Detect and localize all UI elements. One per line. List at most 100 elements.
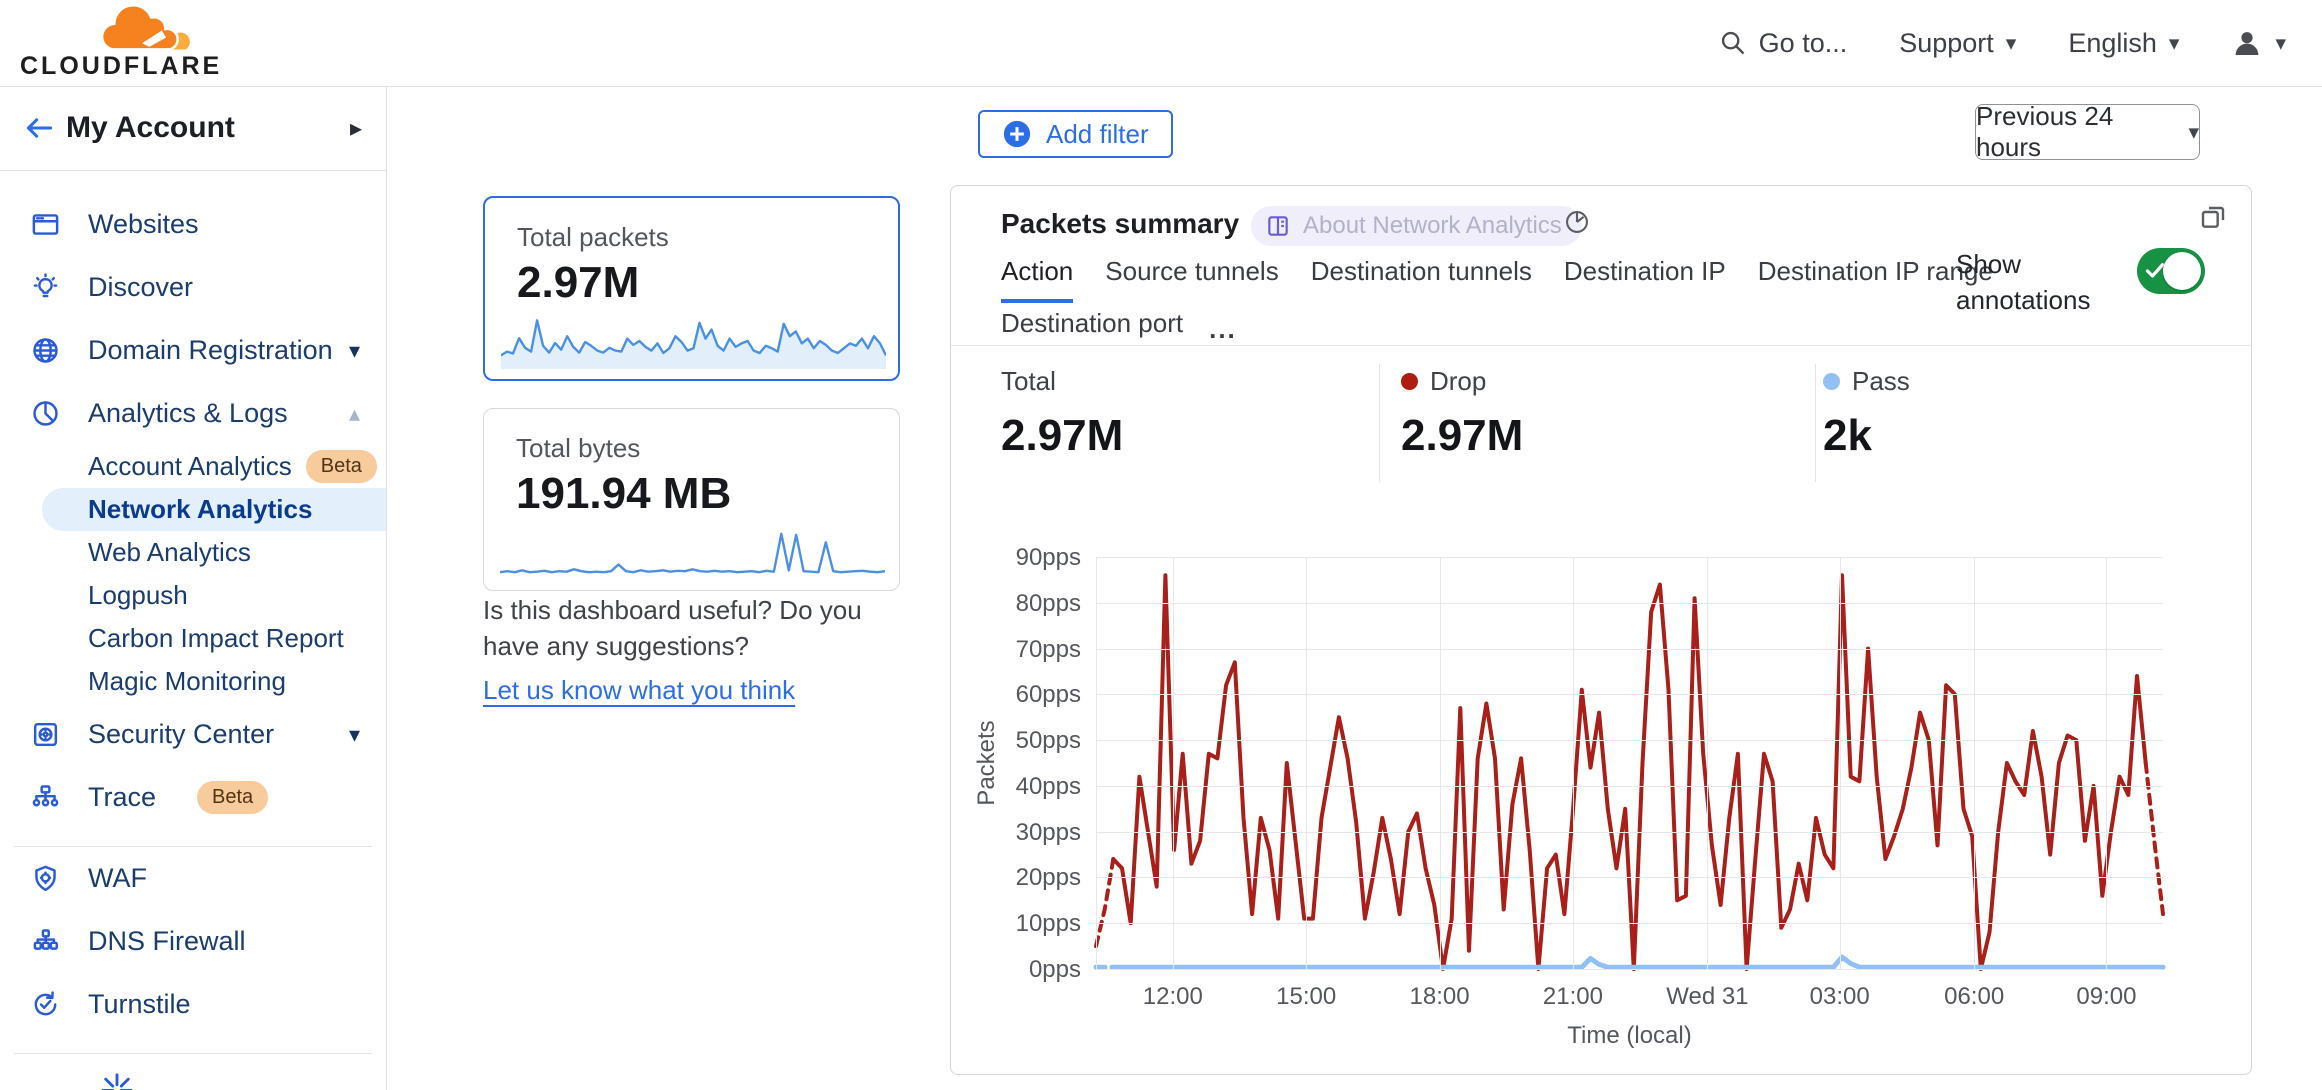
tab-destination-ip-range[interactable]: Destination IP range xyxy=(1757,256,1993,286)
sidebar-item-label: Security Center xyxy=(88,719,275,749)
back-arrow-icon[interactable] xyxy=(22,114,56,142)
gridline xyxy=(1172,557,1174,969)
tab-destination-ip[interactable]: Destination IP xyxy=(1563,256,1726,286)
gridline xyxy=(1306,557,1308,969)
sidebar-subitem-label: Logpush xyxy=(88,580,188,610)
gridline xyxy=(1096,740,2163,742)
sidebar-item-websites[interactable]: Websites xyxy=(0,193,386,256)
total-packets-card[interactable]: Total packets 2.97M xyxy=(483,196,900,381)
sidebar-item-label: DNS Firewall xyxy=(88,926,246,956)
feedback-link[interactable]: Let us know what you think xyxy=(483,675,796,705)
sidebar-item-logpush[interactable]: Logpush xyxy=(0,574,386,617)
y-tick-label: 70pps xyxy=(1015,635,1081,663)
gridline xyxy=(1974,557,1976,969)
x-tick-label: 09:00 xyxy=(2076,983,2137,1010)
x-tick-label: 03:00 xyxy=(1809,983,1870,1010)
sidebar-item-label: Analytics & Logs xyxy=(88,398,288,428)
time-range-dropdown[interactable]: Previous 24 hours ▾ xyxy=(1975,101,2200,162)
time-pie-icon[interactable] xyxy=(1563,208,1591,236)
support-label: Support xyxy=(1899,27,1994,58)
card-title: Total packets xyxy=(517,222,669,252)
total-value: 2.97M xyxy=(1001,411,1124,460)
series-drop xyxy=(1094,857,1116,949)
sidebar-item-trace[interactable]: Trace Beta xyxy=(0,766,386,829)
legend-dot-drop xyxy=(1401,373,1418,390)
sidebar-item-dns-firewall[interactable]: DNS Firewall xyxy=(0,910,386,973)
sidebar-item-waf[interactable]: WAF xyxy=(0,847,386,910)
about-network-analytics-badge[interactable]: About Network Analytics xyxy=(1251,206,1582,246)
gridline xyxy=(1096,923,2163,925)
sidebar-item-analytics-logs[interactable]: Analytics & Logs ▴ xyxy=(0,382,386,445)
feedback-block: Is this dashboard useful? Do you have an… xyxy=(483,592,900,708)
y-tick-label: 40pps xyxy=(1015,772,1081,800)
sidebar-item-magic-monitoring[interactable]: Magic Monitoring xyxy=(0,660,386,703)
chevron-down-icon[interactable]: ▾ xyxy=(348,337,360,363)
account-menu[interactable]: ▾ xyxy=(2231,27,2286,59)
goto-label: Go to... xyxy=(1758,27,1848,58)
support-menu[interactable]: Support ▾ xyxy=(1899,28,2016,59)
chevron-up-icon[interactable]: ▴ xyxy=(348,400,360,426)
sidebar-item-discover[interactable]: Discover xyxy=(0,256,386,319)
chevron-right-icon[interactable]: ▸ xyxy=(349,114,362,142)
x-tick-label: 18:00 xyxy=(1409,983,1470,1010)
account-title: My Account xyxy=(66,111,235,144)
totals-row: Total 2.97M Drop 2.97M Pass 2k xyxy=(951,356,2251,491)
expand-copy-icon[interactable] xyxy=(2197,200,2229,232)
divider xyxy=(951,345,2251,346)
cloudflare-logo[interactable]: CLOUDFLARE xyxy=(20,4,219,82)
gridline xyxy=(1096,831,2163,833)
packets-line-chart[interactable] xyxy=(1093,557,2166,971)
tab-action[interactable]: Action xyxy=(1001,256,1074,303)
sidebar: My Account ▸ Websites Discover Domain Regi… xyxy=(0,86,387,1090)
sidebar-item-security-center[interactable]: Security Center ▾ xyxy=(0,703,386,766)
tab-destination-tunnels[interactable]: Destination tunnels xyxy=(1310,256,1532,286)
legend-dot-pass xyxy=(1823,373,1840,390)
feedback-question: Is this dashboard useful? Do you have an… xyxy=(483,595,862,661)
total-value: 2k xyxy=(1823,411,1872,460)
total-value: 2.97M xyxy=(1401,411,1524,460)
more-tabs-button[interactable]: ... xyxy=(1209,314,1237,344)
add-filter-label: Add filter xyxy=(1046,118,1149,149)
beta-badge: Beta xyxy=(197,781,269,814)
panel-title: Packets summary xyxy=(1001,208,1240,239)
card-title: Total bytes xyxy=(516,433,641,463)
goto-search[interactable]: Go to... xyxy=(1719,27,1848,59)
total-col-drop: Drop 2.97M xyxy=(1401,366,1761,461)
sidebar-item-turnstile[interactable]: Turnstile xyxy=(0,973,386,1036)
sidebar-submenu: Account Analytics Beta Network Analytics We… xyxy=(0,445,386,703)
series-drop xyxy=(2143,761,2165,917)
sidebar-item-web-analytics[interactable]: Web Analytics xyxy=(0,531,386,574)
sidebar-item-network-analytics[interactable]: Network Analytics xyxy=(42,488,386,531)
total-label: Pass xyxy=(1852,366,1910,396)
main-content: Add filter Previous 24 hours ▾ Packets s… xyxy=(948,86,2322,1090)
add-filter-button[interactable]: Add filter xyxy=(978,110,1173,158)
total-bytes-card[interactable]: Total bytes 191.94 MB xyxy=(483,408,900,591)
total-label-row: Pass xyxy=(1823,366,2183,397)
brand-text: CLOUDFLARE xyxy=(20,52,223,80)
tab-source-tunnels[interactable]: Source tunnels xyxy=(1105,256,1279,286)
sidebar-item-label: Websites xyxy=(88,209,199,239)
gridline xyxy=(1096,969,2163,970)
language-menu[interactable]: English ▾ xyxy=(2068,28,2179,59)
bulb-icon xyxy=(30,272,61,303)
chevron-down-icon: ▾ xyxy=(2005,31,2017,55)
refresh-check-icon xyxy=(30,989,61,1020)
sidebar-nav: Websites Discover Domain Registration ▾ Anal… xyxy=(0,171,386,1054)
tab-destination-port[interactable]: Destination port xyxy=(1001,308,1184,338)
y-tick-label: 10pps xyxy=(1015,910,1081,938)
divider xyxy=(14,846,372,847)
sidebar-item-carbon-impact-report[interactable]: Carbon Impact Report xyxy=(0,617,386,660)
toggle-knob xyxy=(2163,252,2201,290)
sidebar-item-label: WAF xyxy=(88,863,147,893)
chevron-down-icon[interactable]: ▾ xyxy=(348,721,360,747)
show-annotations-toggle[interactable] xyxy=(2137,248,2205,294)
sparkline-line xyxy=(501,319,886,357)
zero-trust-icon[interactable] xyxy=(100,1072,134,1090)
x-tick-label: 21:00 xyxy=(1542,983,1603,1010)
x-tick-label: 06:00 xyxy=(1944,983,2005,1010)
total-label: Drop xyxy=(1430,366,1487,396)
sidebar-item-account-analytics[interactable]: Account Analytics Beta xyxy=(0,445,386,488)
divider xyxy=(14,1053,372,1054)
sidebar-item-domain-registration[interactable]: Domain Registration ▾ xyxy=(0,319,386,382)
packets-summary-panel: Packets summary About Network Analytics … xyxy=(950,185,2252,1075)
